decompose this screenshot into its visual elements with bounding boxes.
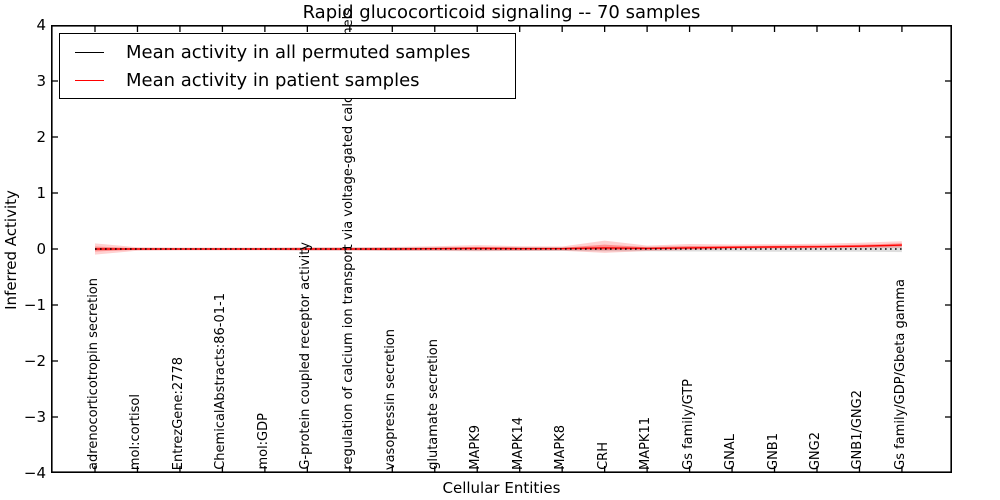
legend-label-patient: Mean activity in patient samples xyxy=(126,69,420,91)
y-tick-label: −2 xyxy=(23,352,46,370)
y-tick-label: −1 xyxy=(23,296,46,314)
x-tick-label: MAPK14 xyxy=(510,416,526,470)
x-tick-label: mol:GDP xyxy=(255,413,271,470)
x-tick-label: GNG2 xyxy=(807,431,823,470)
permuted-line-swatch xyxy=(75,51,104,53)
x-tick-label: MAPK11 xyxy=(638,416,654,470)
x-tick-label: GNAL xyxy=(723,434,739,470)
y-tick-label: 1 xyxy=(36,184,46,202)
x-tick-label: Gs family/GTP xyxy=(680,379,696,470)
x-axis-label: Cellular Entities xyxy=(442,479,561,497)
x-tick-label: CRH xyxy=(595,442,611,470)
patient-mean-line xyxy=(95,244,902,250)
y-tick-label: 4 xyxy=(36,16,46,34)
x-tick-label: MAPK9 xyxy=(468,425,484,470)
chart-title: Rapid glucocorticoid signaling -- 70 sam… xyxy=(302,2,701,23)
y-tick-label: 0 xyxy=(36,240,46,258)
y-tick-label: 2 xyxy=(36,128,46,146)
y-axis-label: Inferred Activity xyxy=(2,190,20,310)
patient-line-swatch xyxy=(75,79,104,81)
x-tick-label: GNB1/GNG2 xyxy=(850,390,866,470)
x-tick-label: G-protein coupled receptor activity xyxy=(298,242,314,470)
x-tick-label: MAPK8 xyxy=(553,425,569,470)
x-tick-label: adrenocorticotropin secretion xyxy=(86,278,101,470)
patient-band-outer xyxy=(95,240,902,255)
plot-area xyxy=(51,25,952,473)
x-tick-label: EntrezGene:2778 xyxy=(170,356,186,470)
y-tick-label: −3 xyxy=(23,408,46,426)
x-tick-label: vasopressin secretion xyxy=(383,328,399,470)
x-tick-label: glutamate secretion xyxy=(425,339,441,470)
x-tick-label: GNB1 xyxy=(765,433,781,470)
axes-frame xyxy=(51,25,952,473)
y-tick-label: 3 xyxy=(36,72,46,90)
x-tick-label: Gs family/GDP/Gbeta gamma xyxy=(892,279,908,470)
x-tick-label: mol:cortisol xyxy=(128,393,144,470)
y-tick-label: −4 xyxy=(23,464,46,482)
legend: Mean activity in all permuted samples Me… xyxy=(59,33,516,99)
x-tick-label: ChemicalAbstracts:86-01-1 xyxy=(213,293,229,470)
legend-entry-permuted: Mean activity in all permuted samples xyxy=(60,38,515,66)
legend-entry-patient: Mean activity in patient samples xyxy=(60,66,515,94)
legend-label-permuted: Mean activity in all permuted samples xyxy=(126,41,471,63)
